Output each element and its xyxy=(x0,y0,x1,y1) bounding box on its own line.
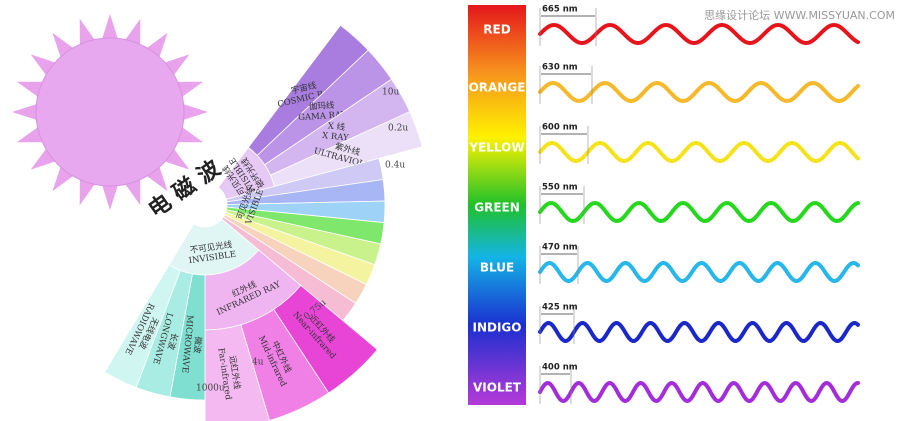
color-name: YELLOW xyxy=(468,141,524,155)
wavelength-label: 550 nm xyxy=(542,183,578,193)
color-name: BLUE xyxy=(480,261,514,275)
band xyxy=(204,324,271,421)
wavelength-label: 630 nm xyxy=(542,63,578,73)
band-text: 远红外线 xyxy=(227,355,243,391)
sun-ray xyxy=(100,181,120,210)
scale-label: 4u xyxy=(252,358,264,368)
wavelength-label: 600 nm xyxy=(542,123,578,133)
color-name: VIOLET xyxy=(473,381,522,395)
band xyxy=(269,111,423,187)
sun-ray xyxy=(100,14,120,43)
band-text: X 线 xyxy=(327,120,346,133)
band-label: X 线X RAY xyxy=(322,120,350,144)
scale-label: 0.2u xyxy=(388,124,408,134)
wave xyxy=(538,261,860,283)
scale-label: 1000u xyxy=(196,384,225,394)
wave xyxy=(538,140,860,164)
rainbow-bar xyxy=(468,5,526,405)
wave xyxy=(538,80,860,104)
wavelength-label: 470 nm xyxy=(542,243,578,253)
color-name: GREEN xyxy=(474,201,520,215)
color-name: INDIGO xyxy=(473,321,522,335)
wavelength-label: 665 nm xyxy=(542,5,578,15)
wavelength-label: 425 nm xyxy=(542,303,578,313)
wavelength-label: 400 nm xyxy=(542,363,578,373)
watermark: 思缘设计论坛 WWW.MISSYUAN.COM xyxy=(704,8,895,22)
band-text: X RAY xyxy=(322,131,350,144)
sun xyxy=(12,14,208,210)
sun-ray xyxy=(12,102,41,122)
wave xyxy=(538,321,860,343)
wave xyxy=(538,22,860,46)
band xyxy=(104,264,181,388)
band-text: 长波 xyxy=(165,332,180,352)
scale-label: 0.4u xyxy=(385,161,405,171)
color-name: ORANGE xyxy=(469,81,526,95)
color-name: RED xyxy=(483,23,510,37)
scale-label: 10u xyxy=(382,88,399,98)
band-text: 伽玛线 xyxy=(309,100,336,113)
sun-disc xyxy=(35,37,185,187)
waves: RED 665 nm ORANGE 630 nm YELLOW 600 nm GREEN 55… xyxy=(468,5,860,404)
band-text: 微波 xyxy=(191,336,204,354)
wave xyxy=(538,380,860,404)
sun-ray xyxy=(179,102,208,122)
wave xyxy=(538,200,860,224)
